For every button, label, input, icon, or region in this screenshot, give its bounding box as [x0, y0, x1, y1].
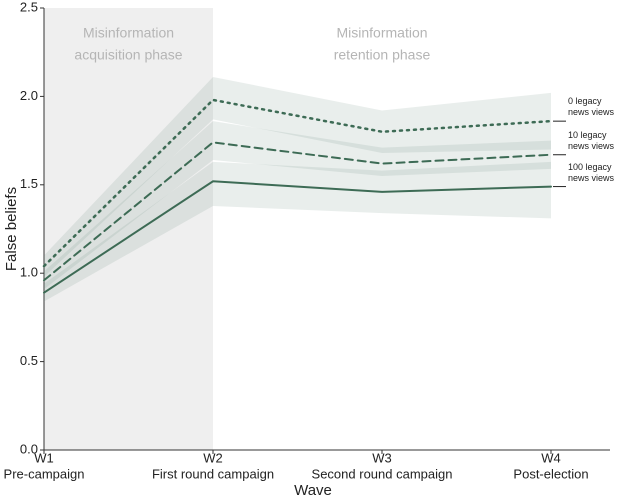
- series-line: [43, 141, 552, 282]
- confidence-band: [44, 121, 551, 290]
- x-tick-label: W1: [34, 450, 54, 465]
- y-tick-label: 0.0: [20, 441, 38, 456]
- x-tick-description: First round campaign: [152, 466, 274, 481]
- phase-label: acquisition phase: [74, 47, 182, 63]
- legend-label: 0 legacy news views: [568, 96, 615, 118]
- x-tick-label: W2: [203, 450, 223, 465]
- confidence-band: [44, 76, 551, 277]
- y-tick-label: 0.5: [20, 353, 38, 368]
- x-tick-label: W3: [372, 450, 392, 465]
- y-tick-label: 2.0: [20, 88, 38, 103]
- legend-label: 10 legacy news views: [568, 129, 615, 151]
- y-tick-label: 2.5: [20, 0, 38, 14]
- legend-label: 100 legacy news views: [568, 161, 615, 183]
- phase-label: Misinformation: [336, 25, 427, 41]
- series-line: [42, 98, 553, 268]
- x-axis-label: Wave: [294, 482, 332, 499]
- phase-label: retention phase: [334, 47, 431, 63]
- phase-shade: [44, 8, 213, 450]
- x-tick-label: W4: [541, 450, 561, 465]
- y-axis-label: False beliefs: [3, 187, 20, 271]
- confidence-band: [44, 161, 551, 302]
- series-line: [43, 180, 552, 294]
- phase-label: Misinformation: [83, 25, 174, 41]
- y-tick-label: 1.0: [20, 265, 38, 280]
- x-tick-description: Second round campaign: [312, 466, 453, 481]
- y-tick-label: 1.5: [20, 176, 38, 191]
- x-tick-description: Pre-campaign: [4, 466, 85, 481]
- x-tick-description: Post-election: [513, 466, 588, 481]
